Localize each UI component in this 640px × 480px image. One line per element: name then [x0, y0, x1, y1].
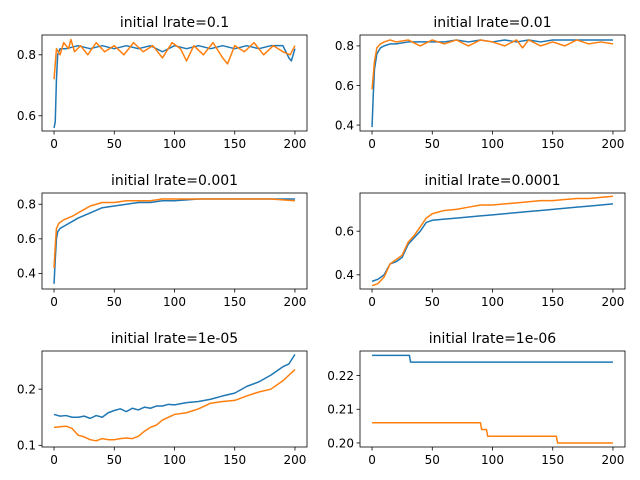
x-tick-label: 100 [163, 137, 186, 151]
y-tick-label: 0.4 [17, 267, 36, 281]
series-line-2 [371, 39, 614, 90]
x-tick-label: 150 [541, 137, 564, 151]
x-tick-label: 0 [50, 295, 58, 309]
subplot-5: 0 50 100 150 200 0.1 0.2 initial lrate=1e-05 [17, 331, 308, 467]
x-tick-label: 150 [223, 453, 246, 467]
series-line-1 [371, 203, 614, 283]
y-tick-label: 0.6 [335, 224, 354, 238]
x-tick-label: 0 [50, 453, 58, 467]
x-tick-label: 100 [481, 137, 504, 151]
y-tick-label: 0.6 [17, 232, 36, 246]
subplot-title: initial lrate=0.01 [433, 15, 551, 31]
x-tick-label: 0 [368, 453, 376, 467]
x-tick-label: 50 [425, 453, 440, 467]
x-tick-label: 50 [107, 295, 122, 309]
x-tick-label: 0 [50, 137, 58, 151]
y-tick-label: 0.8 [335, 39, 354, 53]
x-tick-label: 150 [223, 295, 246, 309]
subplot-1: 0 50 100 150 200 0.6 0.8 initial lrate=0.1 [17, 15, 308, 151]
y-tick-label: 0.22 [327, 369, 354, 383]
x-tick-label: 100 [481, 295, 504, 309]
x-tick-label: 200 [602, 295, 625, 309]
y-tick-label: 0.1 [17, 439, 36, 453]
series-line-1 [371, 39, 613, 128]
series-line-1 [53, 353, 296, 420]
series-line-2 [53, 368, 296, 442]
x-tick-label: 150 [223, 137, 246, 151]
x-tick-label: 200 [602, 453, 625, 467]
y-tick-label: 0.6 [335, 79, 354, 93]
subplot-3: 0 50 100 150 200 0.4 0.6 0.8 initial lrate=0.001 [17, 173, 308, 309]
x-tick-label: 0 [368, 137, 376, 151]
x-tick-label: 200 [284, 137, 307, 151]
subplot-4: 0 50 100 150 200 0.4 0.6 initial lrate=0.0001 [335, 173, 626, 309]
x-tick-label: 100 [481, 453, 504, 467]
y-tick-label: 0.8 [17, 198, 36, 212]
x-tick-label: 150 [541, 295, 564, 309]
subplot-2: 0 50 100 150 200 0.4 0.6 0.8 initial lrate=0.01 [335, 15, 626, 151]
x-tick-label: 50 [425, 295, 440, 309]
x-tick-label: 0 [368, 295, 376, 309]
y-tick-label: 0.6 [17, 109, 36, 123]
series-line-2 [372, 422, 613, 444]
subplot-title: initial lrate=1e-06 [429, 331, 556, 347]
subplot-title: initial lrate=0.1 [120, 15, 229, 31]
series-line-2 [53, 198, 296, 269]
subplot-title: initial lrate=1e-05 [111, 331, 238, 347]
y-tick-label: 0.20 [327, 436, 354, 450]
subplot-6: 0 50 100 150 200 0.20 0.21 0.22 initial lrate=1e… [327, 331, 626, 467]
y-tick-label: 0.21 [327, 403, 354, 417]
series-line-2 [371, 195, 614, 287]
y-tick-label: 0.2 [17, 382, 36, 396]
subplot-title: initial lrate=0.0001 [425, 173, 561, 189]
x-tick-label: 200 [284, 453, 307, 467]
y-tick-label: 0.8 [17, 48, 36, 62]
x-tick-label: 100 [163, 295, 186, 309]
x-tick-label: 50 [425, 137, 440, 151]
y-tick-label: 0.4 [335, 118, 354, 132]
x-tick-label: 200 [602, 137, 625, 151]
series-line-2 [53, 38, 296, 80]
series-line-1 [372, 354, 613, 363]
x-tick-label: 50 [107, 453, 122, 467]
subplot-title: initial lrate=0.001 [111, 173, 238, 189]
x-tick-label: 50 [107, 137, 122, 151]
y-tick-label: 0.4 [335, 268, 354, 282]
x-tick-label: 200 [284, 295, 307, 309]
x-tick-label: 150 [541, 453, 564, 467]
x-tick-label: 100 [163, 453, 186, 467]
